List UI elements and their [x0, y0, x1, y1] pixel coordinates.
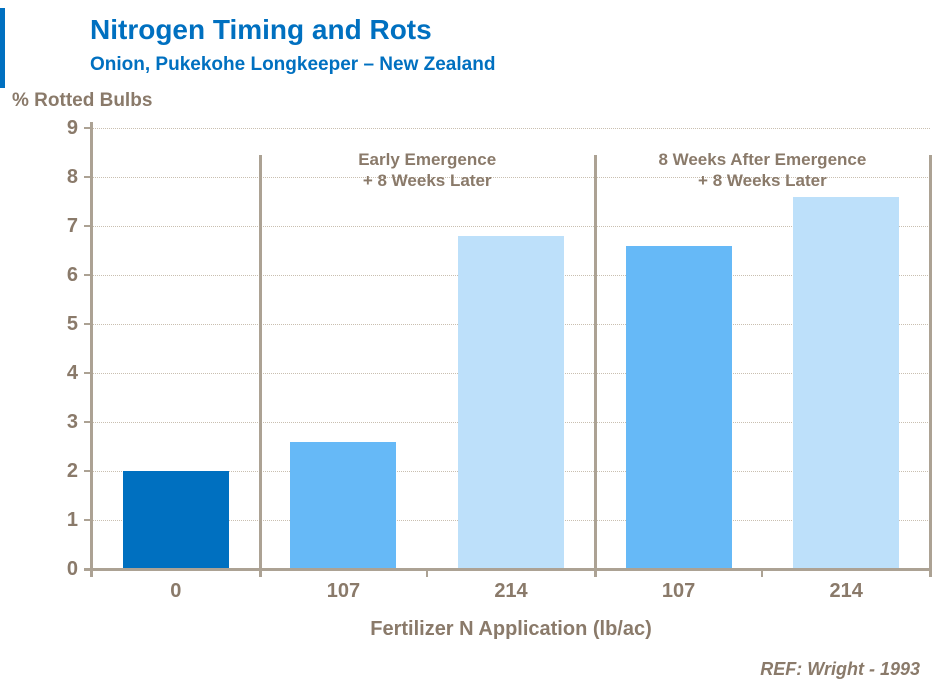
y-axis-line: [90, 122, 93, 577]
y-tick-label: 6: [66, 264, 78, 286]
y-tick-mark: [84, 323, 92, 325]
bar-214-4: [793, 196, 900, 569]
bar-214-2: [458, 235, 564, 569]
y-tick-mark: [84, 225, 92, 227]
y-tick-label: 4: [66, 362, 78, 384]
gridline: [92, 226, 930, 227]
x-tick-label: 107: [326, 580, 361, 602]
y-tick-label: 2: [66, 460, 78, 482]
y-tick-label: 1: [66, 509, 78, 531]
x-tick-label: 107: [661, 580, 696, 602]
x-axis-line: [84, 568, 931, 571]
bar-107-1: [290, 441, 397, 569]
x-axis-title: Fertilizer N Application (lb/ac): [370, 618, 652, 640]
y-tick-label: 3: [66, 411, 78, 433]
x-tick-label: 0: [170, 580, 182, 602]
y-tick-mark: [84, 176, 92, 178]
y-tick-mark: [84, 372, 92, 374]
y-axis-title: % Rotted Bulbs: [12, 90, 153, 111]
plot-right-border: [929, 155, 932, 577]
y-tick-mark: [84, 519, 92, 521]
y-tick-label: 8: [66, 166, 78, 188]
gridline: [92, 128, 930, 129]
y-tick-mark: [84, 274, 92, 276]
x-tick-label: 214: [494, 580, 528, 602]
group-divider-line: [258, 155, 262, 577]
y-tick-label: 9: [66, 117, 78, 139]
group-annotation-1: 8 Weeks After Emergence + 8 Weeks Later: [595, 149, 930, 191]
x-tick-mark: [426, 569, 429, 577]
group-annotation-line2: + 8 Weeks Later: [698, 171, 827, 190]
group-annotation-line1: Early Emergence: [358, 150, 497, 169]
group-divider-line: [593, 155, 597, 577]
y-tick-mark: [84, 470, 92, 472]
group-annotation-0: Early Emergence + 8 Weeks Later: [260, 149, 595, 191]
x-tick-label: 214: [829, 580, 863, 602]
chart-title: Nitrogen Timing and Rots: [90, 14, 432, 45]
y-tick-label: 0: [66, 558, 78, 580]
gridline: [92, 177, 930, 178]
x-tick-mark: [761, 569, 764, 577]
group-annotation-line2: + 8 Weeks Later: [362, 171, 492, 190]
y-tick-label: 5: [66, 313, 78, 335]
y-tick-mark: [84, 127, 92, 129]
reference-note: REF: Wright - 1993: [760, 659, 920, 679]
y-tick-label: 7: [66, 215, 78, 237]
bar-0-0: [122, 471, 229, 569]
title-accent-bar: [0, 8, 5, 88]
chart-subtitle: Onion, Pukekohe Longkeeper – New Zealand: [90, 54, 496, 75]
y-tick-mark: [84, 421, 92, 423]
bar-107-3: [625, 245, 732, 569]
group-annotation-line1: 8 Weeks After Emergence: [658, 150, 867, 169]
